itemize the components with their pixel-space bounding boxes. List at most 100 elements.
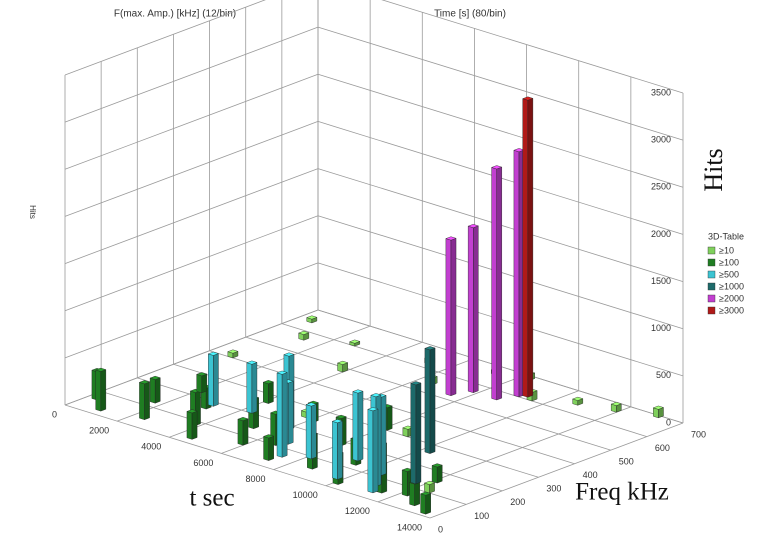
bar xyxy=(207,351,220,407)
bar xyxy=(138,380,151,421)
bar xyxy=(572,396,584,406)
bar-top xyxy=(431,463,443,468)
z-axis-label: Hits xyxy=(28,205,37,219)
bar-top xyxy=(305,402,317,407)
bar-side xyxy=(251,362,258,414)
bar-side xyxy=(473,225,479,394)
bar-top xyxy=(276,370,288,375)
bar-side xyxy=(357,390,364,462)
y-tick-label: 0 xyxy=(438,524,443,534)
bar xyxy=(331,419,344,480)
bar-front xyxy=(237,418,244,446)
bar-top xyxy=(367,407,379,412)
bar-front xyxy=(420,493,426,515)
bar-top xyxy=(227,349,239,354)
bar-side xyxy=(436,464,443,484)
grid-line xyxy=(64,404,431,519)
bar-side xyxy=(281,372,288,458)
bar xyxy=(431,463,443,484)
x-tick-label: 10000 xyxy=(293,490,318,500)
legend-swatch xyxy=(707,282,716,291)
bar xyxy=(408,480,421,507)
bar-side xyxy=(144,381,150,421)
bar-side xyxy=(201,373,208,394)
bar-top xyxy=(490,165,503,170)
x-tick-label: 8000 xyxy=(246,474,266,484)
bar-front xyxy=(367,409,374,494)
grid-line xyxy=(169,341,423,438)
bar xyxy=(196,372,208,394)
bar-side xyxy=(242,418,249,446)
bar-top xyxy=(138,380,151,385)
bar-side xyxy=(268,435,274,461)
legend-label: ≥1000 xyxy=(719,281,744,291)
grid-line xyxy=(221,358,475,454)
bar xyxy=(276,370,288,458)
bar-side xyxy=(415,382,422,485)
bar-front xyxy=(467,225,474,394)
grid-line xyxy=(429,422,684,519)
x-tick-label: 0 xyxy=(52,409,57,419)
legend-label: ≥3000 xyxy=(719,305,744,315)
bar xyxy=(445,236,457,397)
bar-top xyxy=(246,360,258,365)
grid-line xyxy=(64,73,319,170)
bar-front xyxy=(246,362,253,414)
bar-front xyxy=(332,421,338,480)
bar-side xyxy=(337,420,343,480)
bar-front xyxy=(196,374,202,394)
bar-top xyxy=(196,372,208,377)
grid-line xyxy=(64,0,266,76)
bar xyxy=(419,491,432,515)
bar xyxy=(352,389,364,462)
freq-annotation: Freq kHz xyxy=(575,479,669,506)
bar xyxy=(349,339,361,347)
bar-top xyxy=(352,389,364,394)
grid-line xyxy=(64,168,319,264)
x-tick-label: 14000 xyxy=(397,522,422,532)
bar-side xyxy=(429,347,436,454)
bar-top xyxy=(262,380,275,384)
bar-front xyxy=(149,377,156,404)
legend-label: ≥10 xyxy=(719,245,734,255)
bar xyxy=(410,381,422,485)
grid-line xyxy=(64,215,319,312)
bar-front xyxy=(513,149,520,398)
z-tick-label: 500 xyxy=(656,370,671,380)
bar-side xyxy=(100,369,107,412)
bar-top xyxy=(335,414,347,419)
y-tick-label: 200 xyxy=(510,497,525,507)
bar-top xyxy=(283,352,295,357)
bar xyxy=(262,380,275,404)
bar-top xyxy=(652,405,665,410)
top-right-label: Time [s] (80/bin) xyxy=(434,9,506,20)
top-left-label: F(max. Amp.) [kHz] (12/bin) xyxy=(114,9,236,20)
bar-front xyxy=(186,411,193,440)
bar-front xyxy=(263,381,269,404)
bar-side xyxy=(154,377,161,404)
bar xyxy=(262,434,275,461)
bar-top xyxy=(445,236,457,241)
grid-line xyxy=(377,406,631,503)
grid-line xyxy=(317,73,684,188)
bar-front xyxy=(208,353,214,407)
bar-top xyxy=(349,339,361,344)
bar-top xyxy=(207,351,220,356)
y-tick-label: 500 xyxy=(619,457,634,467)
bar xyxy=(186,409,198,440)
bar-top xyxy=(336,360,349,365)
bar-front xyxy=(352,391,359,462)
bar xyxy=(423,480,436,494)
grid-line xyxy=(317,26,684,141)
grid-line xyxy=(281,323,647,437)
bar-top xyxy=(306,315,318,320)
bar xyxy=(246,360,258,414)
bar-top xyxy=(149,375,161,380)
bar-top xyxy=(522,96,534,101)
x-tick-label: 12000 xyxy=(345,506,370,516)
bar-front xyxy=(424,348,431,454)
y-tick-label: 100 xyxy=(474,511,489,521)
legend-swatch xyxy=(707,270,716,279)
bar xyxy=(467,224,479,394)
